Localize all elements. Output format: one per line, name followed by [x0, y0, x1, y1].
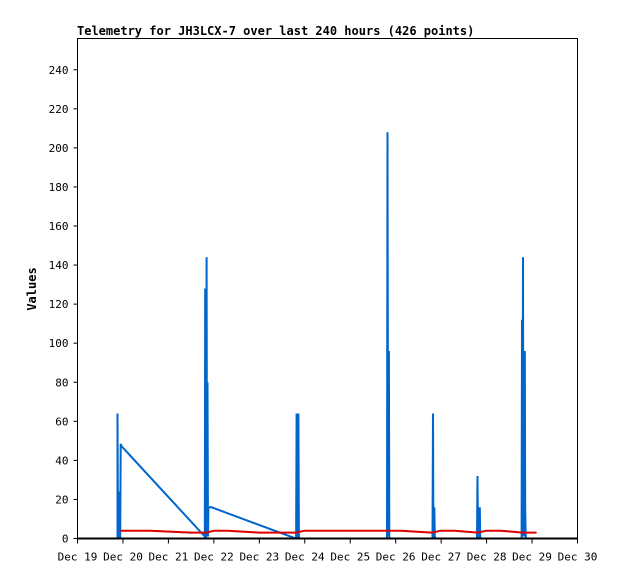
x-tick-label: Dec 20: [103, 551, 143, 564]
y-axis-title: Values: [25, 267, 39, 310]
x-tick-label: Dec 21: [149, 551, 189, 564]
x-tick-label: Dec 26: [376, 551, 416, 564]
x-tick-label: Dec 24: [285, 551, 325, 564]
x-tick-label: Dec 30: [558, 551, 598, 564]
x-tick-label: Dec 28: [467, 551, 507, 564]
y-tick-label: 80: [55, 376, 68, 389]
x-tick-label: Dec 27: [421, 551, 461, 564]
x-tick-label: Dec 29: [512, 551, 552, 564]
y-tick-label: 120: [49, 298, 69, 311]
y-axis-ticks: 0 20 40 60 80 100 120 140 160 180 200 220 240: [49, 64, 78, 546]
series-line-2: [120, 529, 537, 534]
y-tick-label: 0: [62, 533, 69, 546]
x-tick-label: Dec 22: [194, 551, 234, 564]
plot-frame: [77, 38, 578, 539]
y-tick-label: 100: [49, 337, 69, 350]
y-tick-label: 60: [55, 415, 68, 428]
y-tick-label: 220: [49, 103, 69, 116]
x-tick-label: Dec 19: [58, 551, 98, 564]
x-tick-label: Dec 23: [239, 551, 279, 564]
x-axis-ticks: Dec 19 Dec 20 Dec 21 Dec 22 Dec 23 Dec 24 Dec …: [58, 538, 598, 564]
y-tick-label: 40: [55, 454, 68, 467]
y-tick-label: 240: [49, 64, 69, 77]
y-tick-label: 20: [55, 493, 68, 506]
chart-title: Telemetry for JH3LCX-7 over last 240 hou…: [77, 24, 474, 38]
x-tick-label: Dec 25: [330, 551, 370, 564]
y-tick-label: 140: [49, 259, 69, 272]
y-tick-label: 160: [49, 220, 69, 233]
y-tick-label: 200: [49, 142, 69, 155]
y-tick-label: 180: [49, 181, 69, 194]
